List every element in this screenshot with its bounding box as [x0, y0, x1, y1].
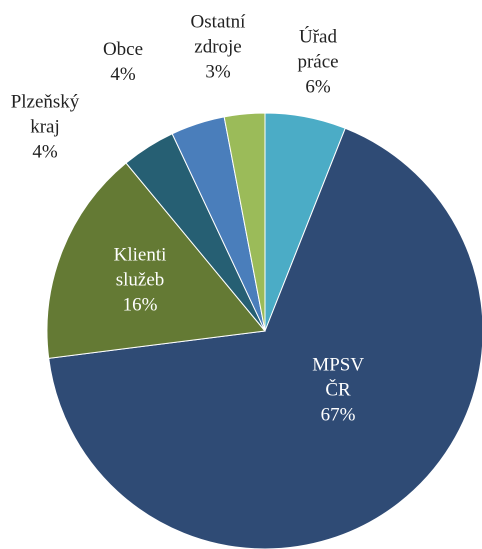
category-label: Obce — [102, 39, 144, 60]
value-label: 16% — [122, 294, 158, 316]
category-label: Úřad práce — [297, 26, 339, 73]
value-label: 4% — [110, 64, 136, 85]
value-label: 6% — [305, 76, 331, 98]
category-label: Ostatní zdroje — [190, 11, 246, 58]
slice-label: Úřad práce 6% — [297, 25, 338, 100]
slice — [46, 162, 266, 359]
slice — [48, 127, 482, 549]
value-label: 3% — [205, 61, 231, 83]
slice-label: Obce 4% — [103, 37, 143, 87]
category-label: MPSV ČR — [312, 354, 365, 401]
slice-label: Ostatní zdroje 3% — [191, 10, 246, 85]
slice-label: MPSV ČR 67% — [312, 353, 365, 428]
category-label: Plzeňský kraj — [10, 91, 80, 138]
value-label: 4% — [32, 141, 58, 163]
slice — [223, 112, 266, 332]
value-label: 67% — [320, 404, 356, 426]
category-label: Klienti služeb — [113, 244, 167, 291]
slice-label: Klienti služeb 16% — [114, 243, 167, 318]
slice-label: Plzeňský kraj 4% — [11, 90, 80, 165]
